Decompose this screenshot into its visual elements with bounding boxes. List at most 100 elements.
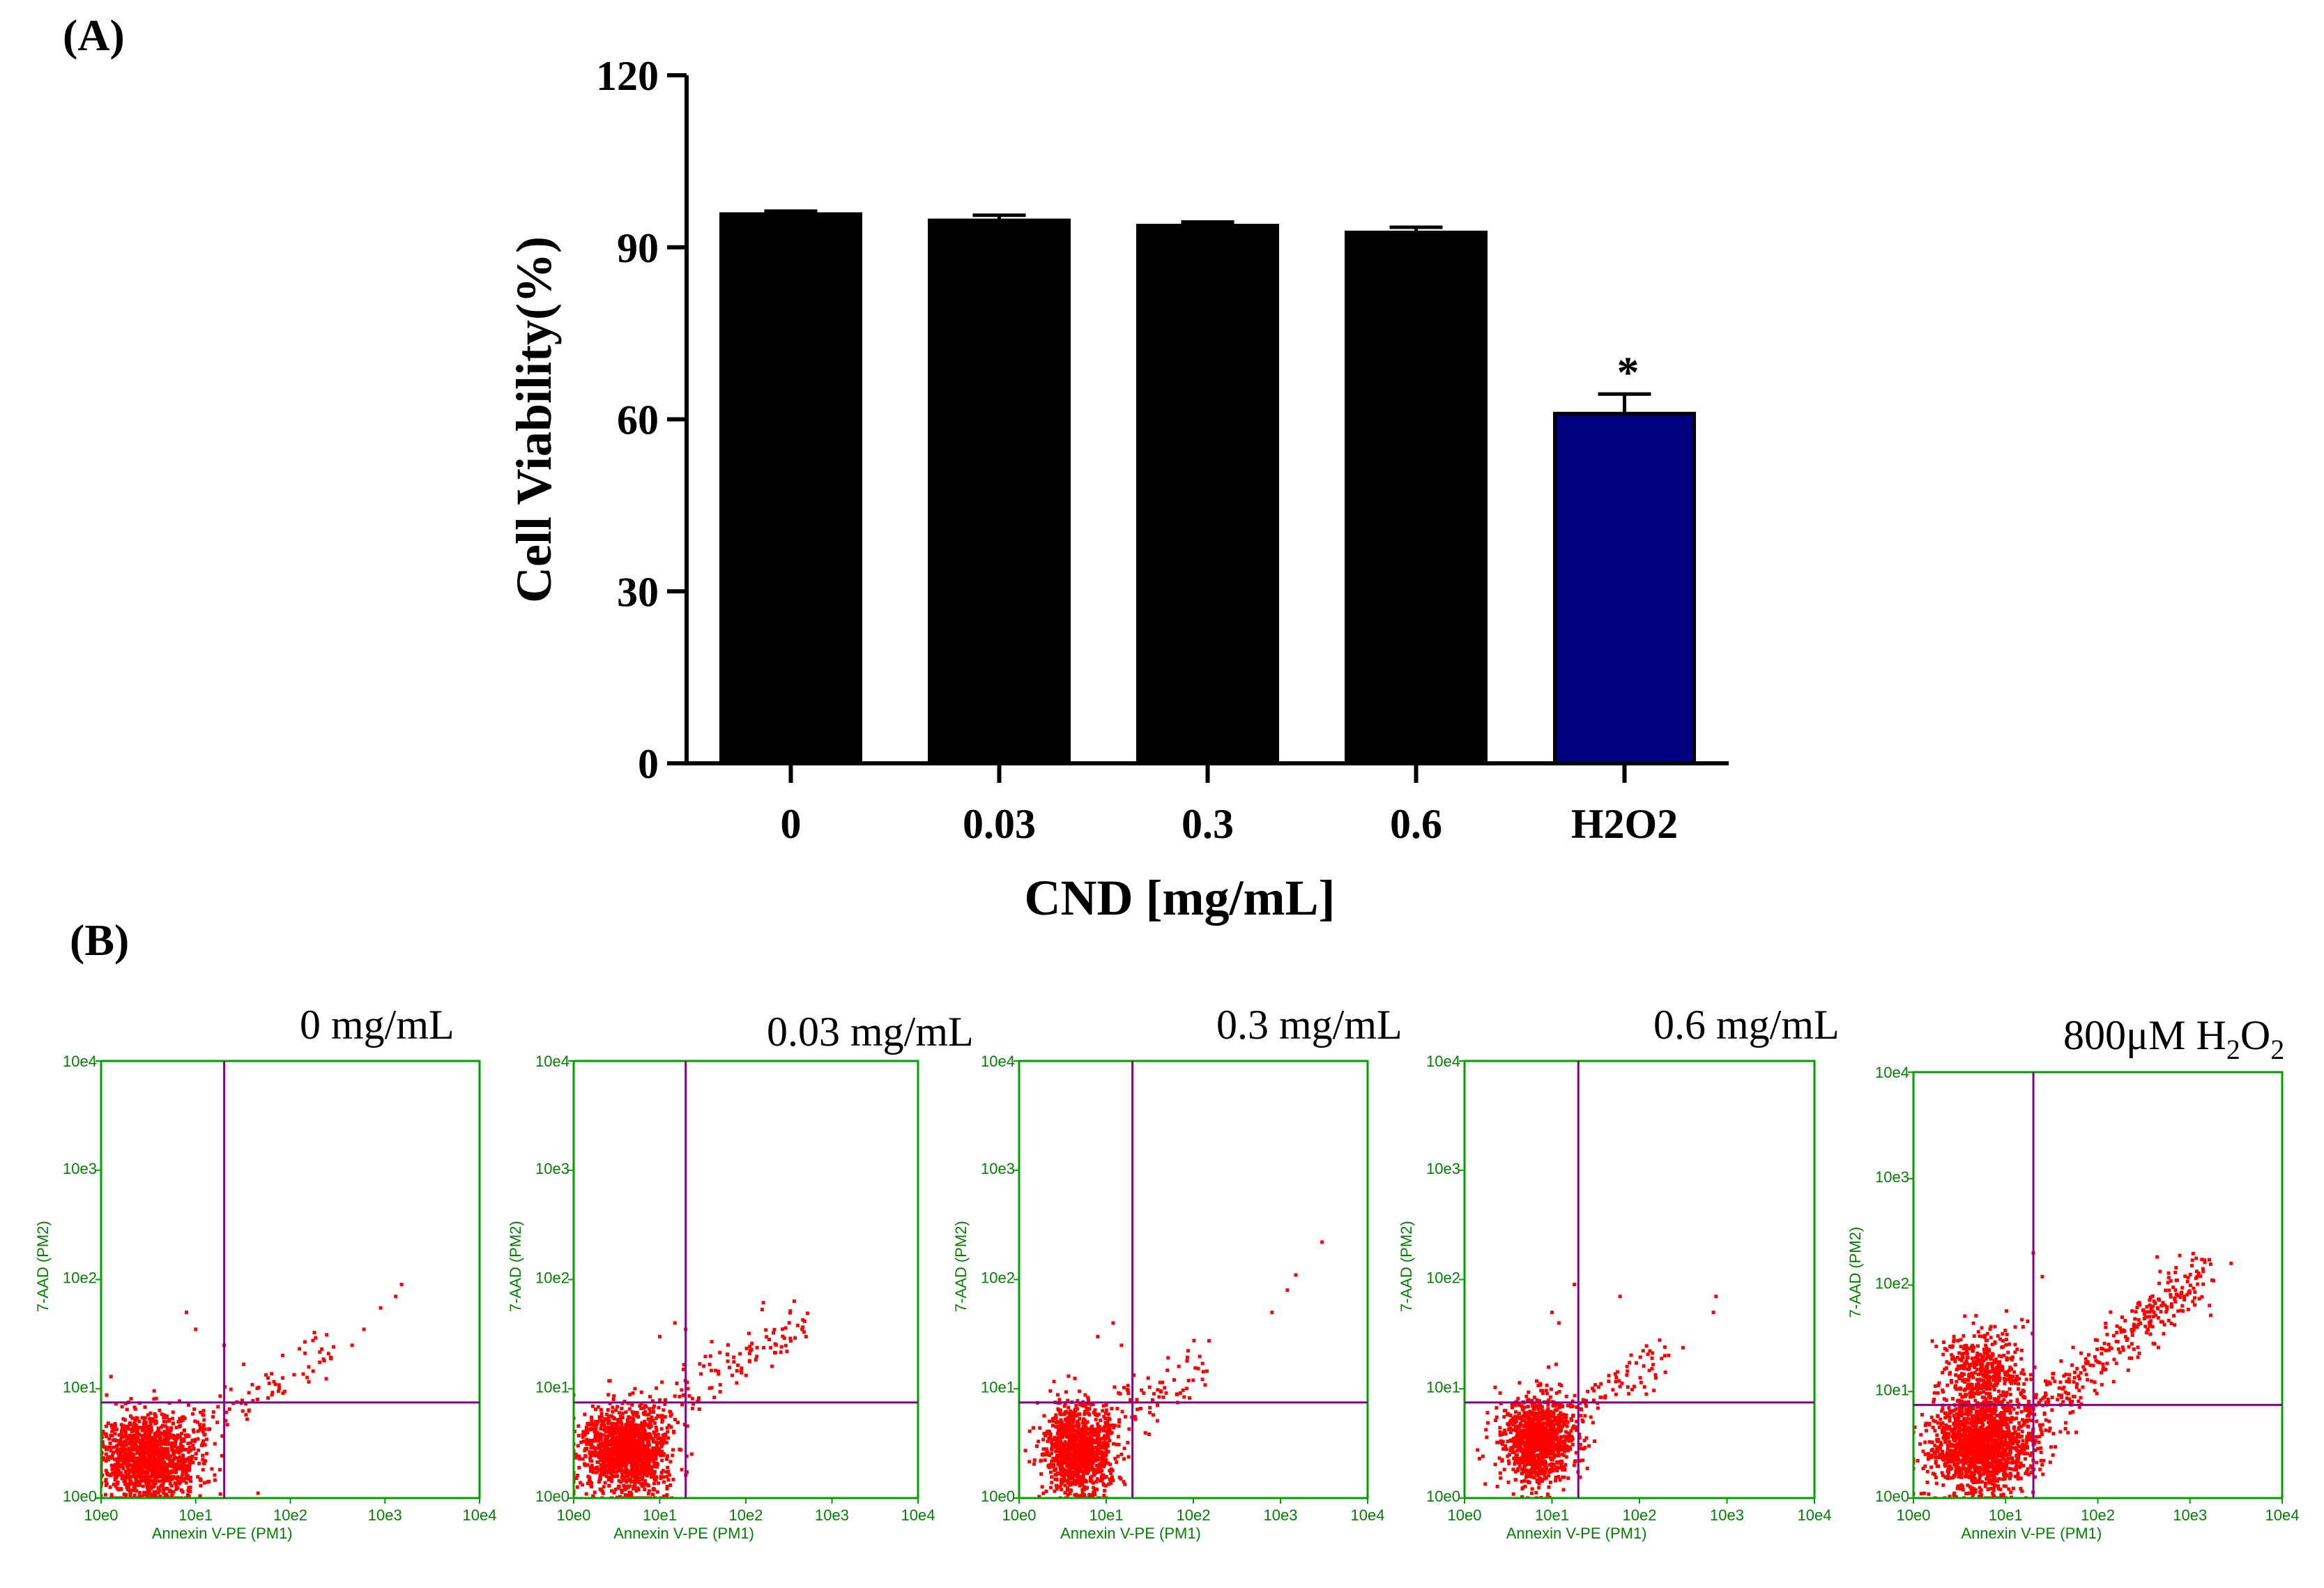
event-dot [1090,1479,1094,1483]
flow-panel-title-0: 0 mg/mL [300,1002,454,1048]
event-dot [1184,1387,1188,1391]
event-dot [1096,1422,1100,1426]
event-dot [636,1487,640,1491]
event-dot [1071,1475,1075,1479]
event-dot [147,1447,151,1451]
event-dot [606,1446,610,1451]
event-dot [165,1446,169,1451]
bar-3 [1345,230,1488,765]
event-dot [1485,1411,1490,1415]
event-dot [1043,1434,1048,1438]
event-dot [628,1477,632,1481]
event-dot [787,1321,791,1325]
event-dot [736,1363,740,1367]
event-dot [788,1339,793,1343]
event-dot [178,1447,182,1451]
event-dot [1111,1479,1115,1483]
event-dot [1066,1398,1070,1403]
event-dot [163,1467,167,1471]
event-dot [655,1443,659,1447]
event-dot [654,1440,658,1444]
event-dot [660,1458,664,1463]
event-dot [661,1433,665,1437]
event-dot [629,1490,633,1495]
event-dot [1553,1479,1557,1483]
event-dot [119,1435,123,1440]
event-dot [603,1465,607,1469]
event-dot [1085,1457,1090,1461]
event-dot [669,1425,673,1429]
event-dot [1122,1457,1126,1461]
event-dot [625,1484,629,1488]
event-dot [640,1441,644,1445]
event-dot [641,1427,645,1431]
event-dot [639,1463,643,1467]
event-dot [188,1486,192,1490]
event-dot [615,1449,619,1453]
event-dot [617,1484,621,1488]
event-dot [123,1449,128,1453]
event-dot [1068,1452,1072,1456]
event-dot [583,1446,588,1451]
event-dot [627,1429,632,1433]
event-dot [634,1489,639,1493]
event-dot [1078,1403,1082,1407]
event-dot [218,1492,222,1496]
event-dot [615,1428,619,1433]
event-dot [125,1447,130,1451]
event-dot [1063,1483,1067,1488]
event-dot [154,1457,158,1461]
event-dot [189,1458,193,1463]
event-dot [142,1436,146,1440]
event-dot [1591,1421,1595,1425]
event-dot [1103,1444,1107,1448]
event-dot [149,1445,153,1449]
event-dot [632,1426,636,1430]
event-dot [671,1453,675,1458]
event-dot [1502,1415,1506,1419]
event-dot [125,1482,129,1486]
event-dot [165,1451,169,1456]
event-dot [632,1468,636,1472]
event-dot [135,1489,139,1493]
event-dot [762,1345,766,1350]
event-dot [307,1365,311,1369]
event-dot [1177,1364,1181,1368]
event-dot [213,1473,217,1477]
event-dot [160,1425,164,1429]
event-dot [662,1438,666,1442]
event-dot [1129,1398,1133,1402]
event-dot [148,1437,152,1441]
event-dot [165,1415,169,1419]
event-dot [1192,1338,1196,1343]
event-dot [165,1479,169,1483]
event-dot [174,1437,178,1442]
event-dot [155,1461,160,1465]
event-dot [735,1381,739,1385]
event-dot [1537,1486,1541,1490]
event-dot [585,1437,589,1442]
event-dot [717,1369,721,1373]
event-dot [645,1463,650,1467]
event-dot [772,1331,776,1335]
event-dot [162,1433,167,1437]
event-dot [1055,1454,1060,1458]
event-dot [1098,1428,1102,1432]
event-dot [606,1441,611,1445]
event-dot [626,1444,630,1448]
event-dot [1067,1426,1071,1430]
event-dot [1113,1456,1117,1460]
event-dot [205,1451,209,1456]
event-dot [1090,1474,1094,1479]
event-dot [1566,1476,1570,1480]
event-dot [652,1481,656,1486]
event-dot [633,1455,637,1459]
event-dot [172,1455,176,1459]
event-dot [240,1409,245,1413]
event-dot [1071,1438,1076,1442]
event-dot [1077,1433,1081,1437]
flow-x-tick-label: 10e0 [557,1506,591,1524]
event-dot [1065,1420,1069,1424]
event-dot [132,1448,137,1452]
